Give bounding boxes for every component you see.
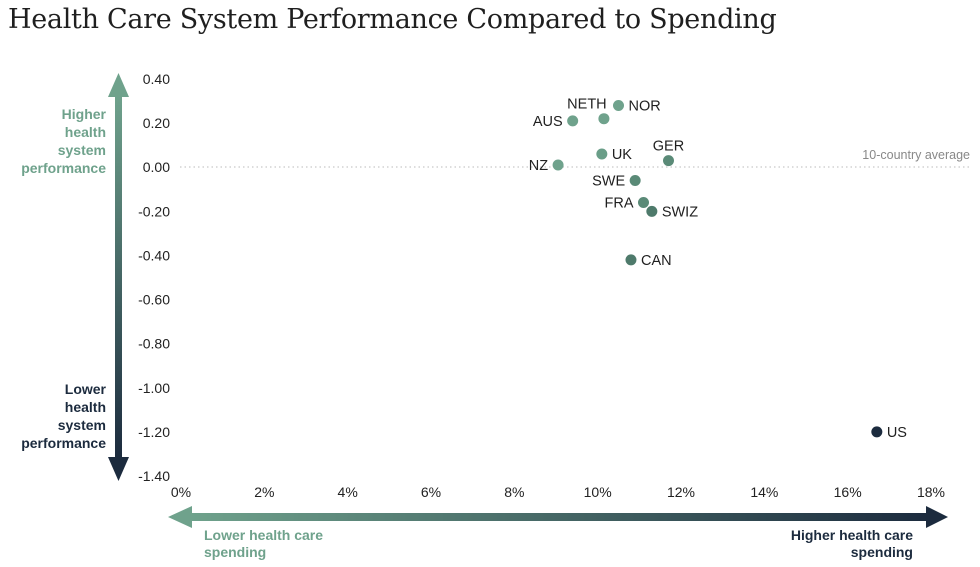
y-axis-labels: Higher health system performance Lower health… (21, 106, 106, 451)
y-tick-label: -1.00 (138, 380, 170, 396)
y-tick-label: -0.60 (138, 292, 170, 308)
y-tick-label: 0.20 (143, 115, 170, 131)
point-label: GER (653, 139, 684, 155)
point-label: NZ (529, 158, 548, 174)
point-label: US (887, 425, 907, 441)
point-label: AUS (533, 114, 563, 130)
point-marker (871, 426, 883, 438)
chart-title: Health Care System Performance Compared … (8, 4, 777, 35)
data-point-can: CAN (625, 253, 672, 269)
x-tick-label: 14% (750, 484, 778, 500)
data-point-ger: GER (653, 139, 684, 167)
data-point-nz: NZ (529, 158, 564, 174)
y-tick-label: -1.20 (138, 424, 170, 440)
point-marker (638, 197, 649, 209)
point-marker (596, 148, 608, 160)
point-label: NOR (629, 98, 661, 114)
point-marker (552, 159, 564, 171)
data-point-swe: SWE (592, 173, 641, 189)
data-point-fra: FRA (605, 196, 649, 212)
point-marker (646, 205, 658, 217)
x-tick-label: 12% (667, 484, 695, 500)
point-label: FRA (605, 196, 634, 212)
point-marker (625, 254, 637, 266)
point-label: CAN (641, 253, 672, 269)
y-tick-label: -1.40 (138, 468, 170, 484)
point-marker (629, 174, 641, 186)
point-label: SWE (592, 173, 625, 189)
data-point-swiz: SWIZ (646, 204, 698, 220)
point-label: SWIZ (662, 204, 698, 220)
y-axis-label-top: Higher health system performance (21, 106, 106, 176)
x-tick-label: 8% (504, 484, 524, 500)
data-point-nor: NOR (613, 98, 661, 114)
data-point-neth: NETH (567, 97, 610, 125)
point-label: NETH (567, 97, 606, 113)
x-tick-label: 10% (584, 484, 612, 500)
data-point-aus: AUS (533, 114, 579, 130)
y-axis-label-bottom: Lower health system performance (21, 381, 106, 451)
average-label: 10-country average (862, 148, 970, 162)
x-axis-labels: Lower health care spending Higher health c… (204, 527, 913, 560)
y-tick-label: -0.40 (138, 247, 170, 263)
x-axis-label-left: Lower health care spending (204, 527, 323, 560)
x-tick-label: 4% (338, 484, 358, 500)
point-marker (598, 113, 610, 125)
y-tick-label: 0.40 (143, 71, 170, 87)
x-tick-label: 16% (834, 484, 862, 500)
x-tick-label: 0% (171, 484, 191, 500)
y-tick-label: -0.80 (138, 336, 170, 352)
x-axis-label-right: Higher health care spending (791, 527, 913, 560)
y-axis-arrow (108, 73, 129, 481)
point-marker (613, 99, 624, 111)
data-point-us: US (871, 425, 907, 441)
x-tick-label: 6% (421, 484, 441, 500)
point-marker (663, 155, 674, 167)
y-tick-label: -0.20 (138, 203, 170, 219)
data-point-uk: UK (596, 147, 632, 163)
x-tick-label: 2% (254, 484, 274, 500)
point-label: UK (612, 147, 632, 163)
y-tick-label: 0.00 (143, 159, 170, 175)
x-tick-label: 18% (917, 484, 945, 500)
x-axis-arrow (168, 506, 948, 528)
point-marker (567, 115, 579, 127)
